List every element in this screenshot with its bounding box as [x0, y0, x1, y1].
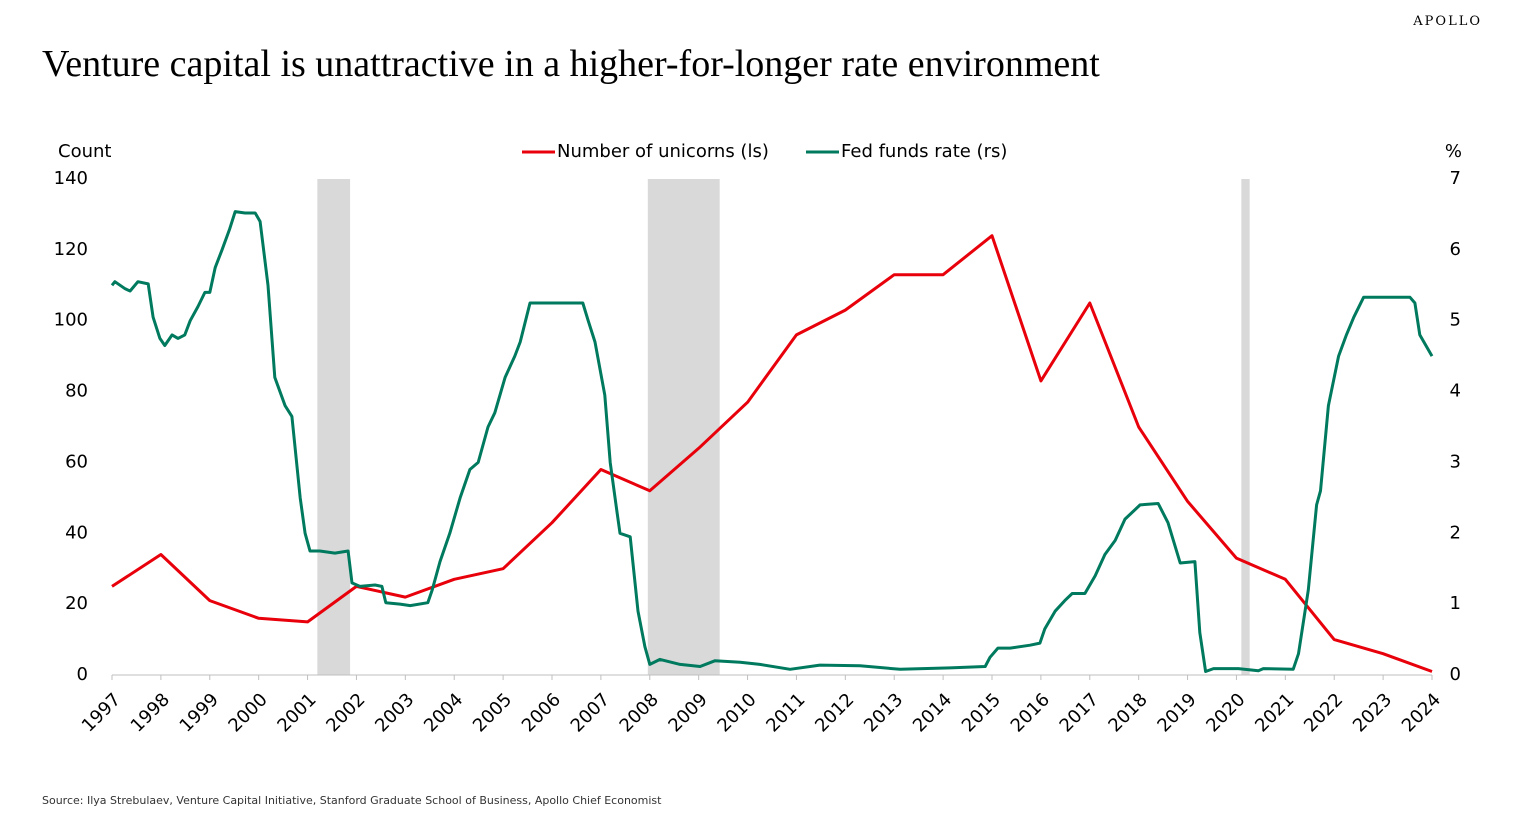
x-tick-label: 2020: [1202, 689, 1249, 736]
y2-tick-label: 7: [1450, 168, 1461, 189]
y2-axis-label: %: [1445, 141, 1462, 162]
y2-tick-label: 4: [1450, 381, 1461, 402]
x-tick-label: 2013: [860, 689, 907, 736]
legend-label: Number of unicorns (ls): [557, 141, 769, 162]
x-tick-label: 2009: [664, 689, 711, 736]
x-tick-label: 2017: [1056, 689, 1103, 736]
x-tick-label: 2023: [1349, 689, 1396, 736]
x-tick-label: 2016: [1007, 689, 1054, 736]
x-tick-label: 2019: [1153, 689, 1200, 736]
series-line: [110, 210, 1434, 673]
x-tick-label: 2002: [322, 689, 369, 736]
x-tick-label: 2014: [909, 689, 956, 736]
x-tick-label: 2022: [1300, 689, 1347, 736]
y-tick-label: 100: [54, 310, 88, 331]
x-tick-label: 2008: [616, 689, 663, 736]
y2-tick-label: 1: [1450, 593, 1461, 614]
x-tick-label: 1997: [78, 689, 125, 736]
y-tick-label: 0: [77, 664, 88, 685]
x-tick-label: 1998: [127, 689, 174, 736]
recession-band: [317, 179, 351, 675]
x-tick-label: 2010: [713, 689, 760, 736]
y2-tick-label: 2: [1450, 522, 1461, 543]
y-tick-label: 40: [65, 522, 88, 543]
recession-band: [1241, 179, 1250, 675]
y2-tick-label: 3: [1450, 451, 1461, 472]
legend-label: Fed funds rate (rs): [841, 141, 1007, 162]
x-tick-label: 2007: [567, 689, 614, 736]
y2-tick-label: 0: [1450, 664, 1461, 685]
x-tick-label: 1999: [176, 689, 223, 736]
x-tick-label: 2005: [469, 689, 516, 736]
x-tick-label: 2012: [811, 689, 858, 736]
y-axis-label: Count: [58, 141, 111, 162]
y-tick-label: 140: [54, 168, 88, 189]
x-tick-label: 2015: [958, 689, 1005, 736]
y-tick-label: 20: [65, 593, 88, 614]
y-tick-label: 120: [54, 239, 88, 260]
x-tick-label: 2011: [762, 689, 809, 736]
x-tick-label: 2021: [1251, 689, 1298, 736]
x-tick-label: 2004: [420, 689, 467, 736]
y2-tick-label: 5: [1450, 310, 1461, 331]
x-tick-label: 2006: [518, 689, 565, 736]
chart-title: Venture capital is unattractive in a hig…: [42, 43, 1100, 85]
brand-logo: APOLLO: [1412, 14, 1482, 29]
x-tick-label: 2003: [371, 689, 418, 736]
y2-tick-label: 6: [1450, 239, 1461, 260]
series-line: [111, 234, 1433, 673]
source-note: Source: Ilya Strebulaev, Venture Capital…: [42, 794, 662, 807]
y-tick-label: 80: [65, 381, 88, 402]
x-tick-label: 2000: [224, 689, 271, 736]
y-tick-label: 60: [65, 451, 88, 472]
x-tick-label: 2001: [273, 689, 320, 736]
recession-band: [647, 179, 720, 675]
x-tick-label: 2018: [1104, 689, 1151, 736]
x-tick-label: 2024: [1398, 689, 1445, 736]
